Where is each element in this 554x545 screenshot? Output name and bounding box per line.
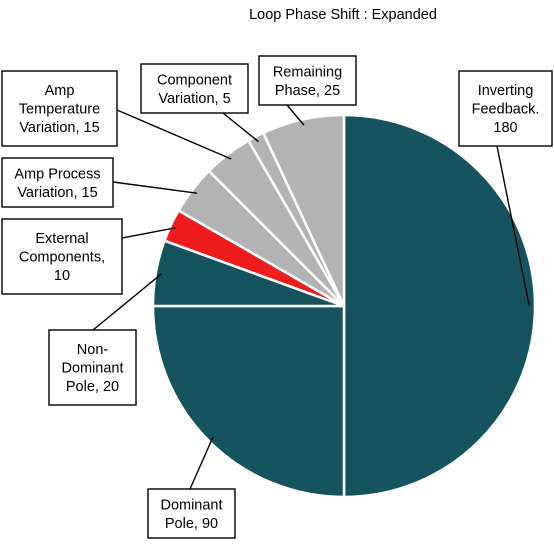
chart-title: Loop Phase Shift : Expanded (249, 7, 437, 23)
leader-line (92, 273, 162, 331)
leader-line (496, 145, 530, 307)
callout-leaders (92, 104, 530, 490)
data-label-text: 180 (493, 120, 517, 136)
data-label-text: Amp (45, 83, 75, 99)
callout-labels: Inverting Feedback. 180 Dominant Pole, 90 Non… (1, 55, 553, 539)
leader-line (116, 109, 232, 160)
leader-line (189, 436, 214, 490)
leader-line (112, 181, 198, 194)
data-label-box (48, 329, 137, 406)
data-label: Non- Dominant Pole, 20 (48, 329, 137, 406)
data-label-text: Pole, 90 (165, 516, 218, 532)
data-label-text: Pole, 20 (66, 379, 119, 395)
data-label-text: Remaining (273, 64, 342, 80)
data-label: Remaining Phase, 25 (258, 55, 357, 106)
pie-slices (151, 113, 537, 499)
data-label-text: Variation, 15 (17, 185, 97, 201)
leader-line (286, 104, 305, 126)
data-label: Dominant Pole, 90 (147, 488, 236, 539)
data-label: External Components, 10 (1, 218, 123, 295)
data-label-text: External (35, 231, 88, 247)
data-label: Component Variation, 5 (140, 63, 249, 114)
data-label-box (458, 70, 553, 147)
data-label: Amp Temperature Variation, 15 (1, 70, 118, 147)
data-label-box (1, 157, 114, 208)
data-label-text: Component (157, 72, 232, 88)
pie-slice-remaining-phase (261, 113, 346, 307)
pie-slice-dominant-pole (151, 304, 346, 499)
data-label-box (147, 488, 236, 539)
data-label: Inverting Feedback. 180 (458, 70, 553, 147)
data-label-text: Phase, 25 (275, 83, 340, 99)
data-label-text: Non- (77, 342, 109, 358)
data-label-box (1, 70, 118, 147)
data-label-text: Dominant (160, 497, 222, 513)
data-label-text: Variation, 15 (19, 120, 99, 136)
data-label-text: Amp Process (14, 166, 100, 182)
data-label-text: Inverting (478, 83, 534, 99)
pie-slice-inverting-feedback (342, 113, 537, 499)
data-label-text: Temperature (19, 102, 100, 118)
data-label-box (258, 55, 357, 106)
data-label: Amp Process Variation, 15 (1, 157, 114, 208)
data-label-text: Variation, 5 (158, 91, 230, 107)
data-label-text: 10 (54, 268, 70, 284)
data-label-text: Components, (19, 250, 105, 266)
data-label-box (140, 63, 249, 114)
data-label-text: Feedback. (472, 102, 540, 118)
leader-line (222, 112, 259, 143)
leader-line (121, 227, 177, 239)
data-label-text: Dominant (61, 361, 123, 377)
data-label-box (1, 218, 123, 295)
